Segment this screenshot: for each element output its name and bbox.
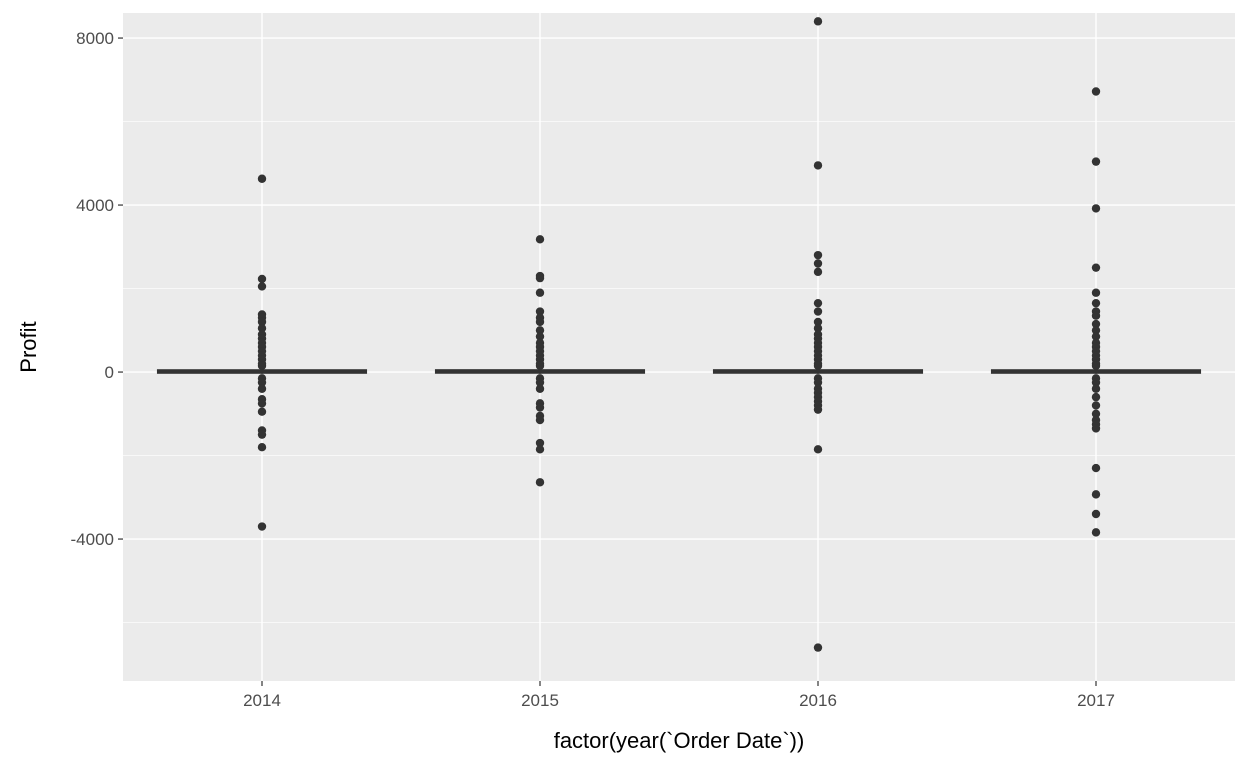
outlier-point — [257, 317, 267, 327]
y-tick-label: 8000 — [76, 29, 114, 48]
box-2015 — [434, 235, 646, 487]
outlier-point — [1091, 392, 1101, 402]
outlier-point — [535, 288, 545, 297]
outlier-point — [1091, 311, 1101, 320]
outlier-point — [257, 274, 267, 284]
outlier-point — [535, 378, 545, 387]
outlier-point — [257, 522, 267, 531]
outlier-point — [1091, 409, 1101, 418]
outlier-point — [1091, 401, 1101, 410]
outlier-point — [1091, 528, 1101, 537]
x-tick-label: 2017 — [1077, 691, 1115, 710]
outlier-point — [813, 405, 823, 414]
outlier-point — [813, 161, 823, 170]
x-axis-title: factor(year(`Order Date`)) — [554, 728, 805, 753]
y-tick-label: 4000 — [76, 196, 114, 215]
x-tick-label: 2016 — [799, 691, 837, 710]
outlier-point — [257, 324, 267, 333]
y-tick-label: 0 — [105, 363, 114, 382]
outlier-point — [813, 307, 823, 316]
x-tick-label: 2014 — [243, 691, 281, 710]
outlier-point — [535, 361, 545, 370]
outlier-point — [257, 399, 267, 408]
outlier-point — [1091, 263, 1101, 272]
outlier-point — [813, 361, 823, 370]
outlier-point — [257, 407, 267, 416]
plot-panel — [123, 13, 1235, 681]
outlier-point — [257, 378, 267, 387]
outlier-point — [813, 298, 823, 308]
outlier-point — [813, 378, 823, 387]
boxplot-layer — [156, 17, 1202, 652]
outlier-point — [535, 445, 545, 454]
outlier-point — [1091, 490, 1101, 499]
y-tick-label: -4000 — [71, 530, 114, 549]
y-axis-title: Profit — [16, 321, 41, 372]
outlier-point — [1091, 288, 1101, 297]
outlier-point — [535, 438, 545, 448]
x-tick-label: 2015 — [521, 691, 559, 710]
outlier-point — [257, 361, 267, 370]
outlier-point — [813, 250, 823, 260]
outlier-point — [535, 403, 545, 412]
outlier-point — [535, 326, 545, 335]
outlier-point — [535, 273, 545, 283]
outlier-point — [813, 267, 823, 277]
outlier-point — [535, 384, 545, 393]
outlier-point — [1091, 378, 1101, 387]
outlier-point — [1091, 204, 1101, 213]
outlier-point — [535, 235, 545, 244]
outlier-point — [535, 415, 545, 425]
outlier-point — [535, 332, 545, 341]
box-2014 — [156, 174, 368, 531]
outlier-point — [257, 384, 267, 393]
outlier-point — [813, 643, 823, 652]
outlier-point — [257, 174, 267, 183]
outlier-point — [1091, 332, 1101, 341]
outlier-point — [535, 317, 545, 327]
x-axis: 2014 2015 2016 2017 — [243, 681, 1115, 710]
outlier-point — [535, 307, 545, 316]
outlier-point — [1091, 298, 1101, 308]
outlier-point — [1091, 424, 1101, 433]
box-2016 — [712, 17, 924, 652]
y-axis: -4000 0 4000 8000 — [71, 29, 123, 549]
outlier-point — [257, 443, 267, 452]
outlier-point — [813, 17, 823, 26]
outlier-point — [813, 259, 823, 268]
outlier-point — [813, 445, 823, 454]
outlier-point — [1091, 463, 1101, 473]
outlier-point — [1091, 87, 1101, 96]
outlier-point — [1091, 157, 1101, 166]
outlier-point — [535, 478, 545, 487]
outlier-point — [257, 430, 267, 439]
outlier-point — [1091, 319, 1101, 329]
outlier-point — [1091, 361, 1101, 370]
outlier-point — [1091, 384, 1101, 393]
outlier-point — [257, 282, 267, 291]
outlier-point — [1091, 326, 1101, 335]
outlier-point — [813, 317, 823, 327]
box-2017 — [990, 87, 1202, 537]
outlier-point — [1091, 509, 1101, 519]
outlier-point — [813, 324, 823, 333]
